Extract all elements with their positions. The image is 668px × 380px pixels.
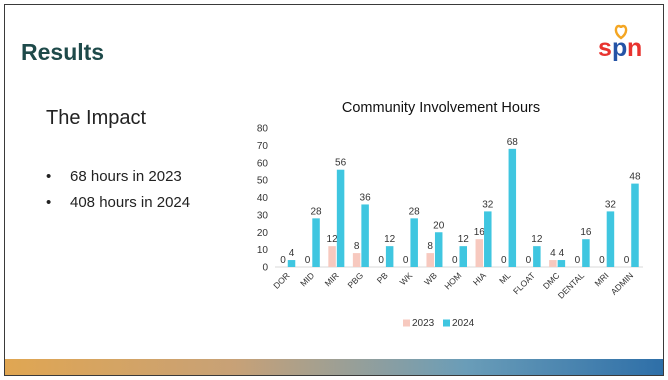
- data-label-2023: 0: [599, 255, 605, 266]
- data-label-2023: 0: [452, 255, 458, 266]
- y-tick-label: 20: [257, 228, 269, 239]
- logo-letter-p: p: [612, 34, 627, 62]
- x-tick-label: ML: [497, 270, 513, 286]
- x-tick-label: DENTAL: [556, 270, 587, 301]
- data-label-2024: 4: [559, 248, 565, 259]
- bar-2024: [459, 246, 467, 267]
- data-label-2024: 48: [629, 172, 641, 183]
- data-label-2024: 32: [482, 199, 494, 210]
- data-label-2024: 28: [310, 206, 322, 217]
- data-label-2024: 68: [507, 137, 519, 148]
- x-tick-label: MRI: [593, 270, 611, 288]
- logo-letter-s: s: [598, 34, 612, 62]
- slide-title: Results: [21, 39, 105, 65]
- data-label-2023: 4: [550, 248, 556, 259]
- bar-2024: [582, 239, 590, 267]
- bar-2024: [410, 218, 418, 267]
- data-label-2023: 0: [378, 255, 384, 266]
- bar-2024: [631, 183, 639, 267]
- bar-2024: [508, 148, 517, 267]
- legend-label-2023: 2023: [412, 318, 435, 329]
- data-label-2024: 28: [409, 206, 421, 217]
- data-label-2024: 32: [605, 199, 617, 210]
- legend-swatch-2024: [443, 319, 450, 327]
- x-tick-label: WK: [398, 270, 415, 287]
- bar-2023: [475, 239, 484, 267]
- legend-swatch-2023: [403, 319, 410, 327]
- data-label-2023: 0: [575, 255, 581, 266]
- bar-2024: [312, 218, 320, 267]
- data-label-2023: 0: [305, 255, 311, 266]
- y-tick-label: 0: [262, 263, 268, 274]
- community-hours-chart: Community Involvement Hours0102030405060…: [257, 100, 643, 329]
- heart-icon: [614, 24, 628, 40]
- bar-2024: [336, 169, 345, 267]
- bullet-2023: 68 hours in 2023: [46, 168, 190, 194]
- x-tick-label: FLOAT: [511, 270, 537, 296]
- data-label-2024: 12: [384, 234, 396, 245]
- bar-2024: [361, 204, 369, 267]
- x-tick-label: MIR: [323, 270, 341, 288]
- impact-bullets: 68 hours in 2023 408 hours in 2024: [46, 168, 190, 220]
- y-tick-label: 80: [257, 124, 269, 135]
- x-tick-label: PB: [375, 270, 390, 285]
- data-label-2023: 0: [280, 255, 286, 266]
- x-tick-label: ADMIN: [609, 270, 635, 296]
- data-label-2023: 8: [427, 241, 433, 252]
- bar-2023: [549, 260, 557, 267]
- data-label-2024: 16: [580, 227, 592, 238]
- chart-title: Community Involvement Hours: [342, 100, 540, 116]
- bar-2023: [328, 246, 336, 267]
- bar-2024: [484, 211, 492, 267]
- bar-2024: [606, 211, 615, 267]
- x-tick-label: HIA: [471, 270, 488, 287]
- x-tick-label: HOM: [442, 270, 463, 291]
- x-tick-label: PBG: [346, 270, 366, 290]
- data-label-2023: 0: [624, 255, 630, 266]
- data-label-2023: 0: [403, 255, 409, 266]
- bar-2024: [557, 260, 566, 267]
- slide: Results s p n The Impact 68 hours in 202…: [4, 4, 664, 376]
- logo-letter-n: n: [627, 34, 642, 62]
- bullet-2024: 408 hours in 2024: [46, 194, 190, 220]
- data-label-2024: 56: [335, 158, 347, 169]
- data-label-2023: 12: [327, 234, 339, 245]
- data-label-2024: 12: [458, 234, 470, 245]
- data-label-2024: 20: [433, 220, 445, 231]
- x-tick-label: DOR: [271, 270, 291, 290]
- data-label-2023: 8: [354, 241, 360, 252]
- bar-2024: [287, 260, 296, 267]
- bar-2024: [385, 246, 394, 267]
- x-tick-label: MID: [298, 270, 316, 288]
- spn-logo: s p n: [598, 24, 642, 62]
- data-label-2023: 0: [526, 255, 532, 266]
- x-tick-label: DMC: [541, 270, 562, 291]
- y-tick-label: 10: [257, 245, 269, 256]
- x-tick-label: WB: [422, 270, 439, 287]
- impact-heading: The Impact: [46, 107, 147, 129]
- data-label-2024: 4: [289, 248, 295, 259]
- data-label-2024: 12: [531, 234, 543, 245]
- bar-2024: [533, 246, 541, 267]
- data-label-2024: 36: [360, 192, 372, 203]
- y-tick-label: 30: [257, 210, 269, 221]
- legend-label-2024: 2024: [452, 318, 475, 329]
- bar-2023: [426, 253, 434, 267]
- data-label-2023: 0: [501, 255, 507, 266]
- footer-gradient-bar: [5, 359, 663, 375]
- y-tick-label: 60: [257, 158, 269, 169]
- y-tick-label: 40: [257, 193, 269, 204]
- y-tick-label: 50: [257, 176, 269, 187]
- data-label-2023: 16: [474, 227, 486, 238]
- y-tick-label: 70: [257, 141, 269, 152]
- bar-2023: [352, 253, 361, 267]
- bar-2024: [434, 232, 443, 267]
